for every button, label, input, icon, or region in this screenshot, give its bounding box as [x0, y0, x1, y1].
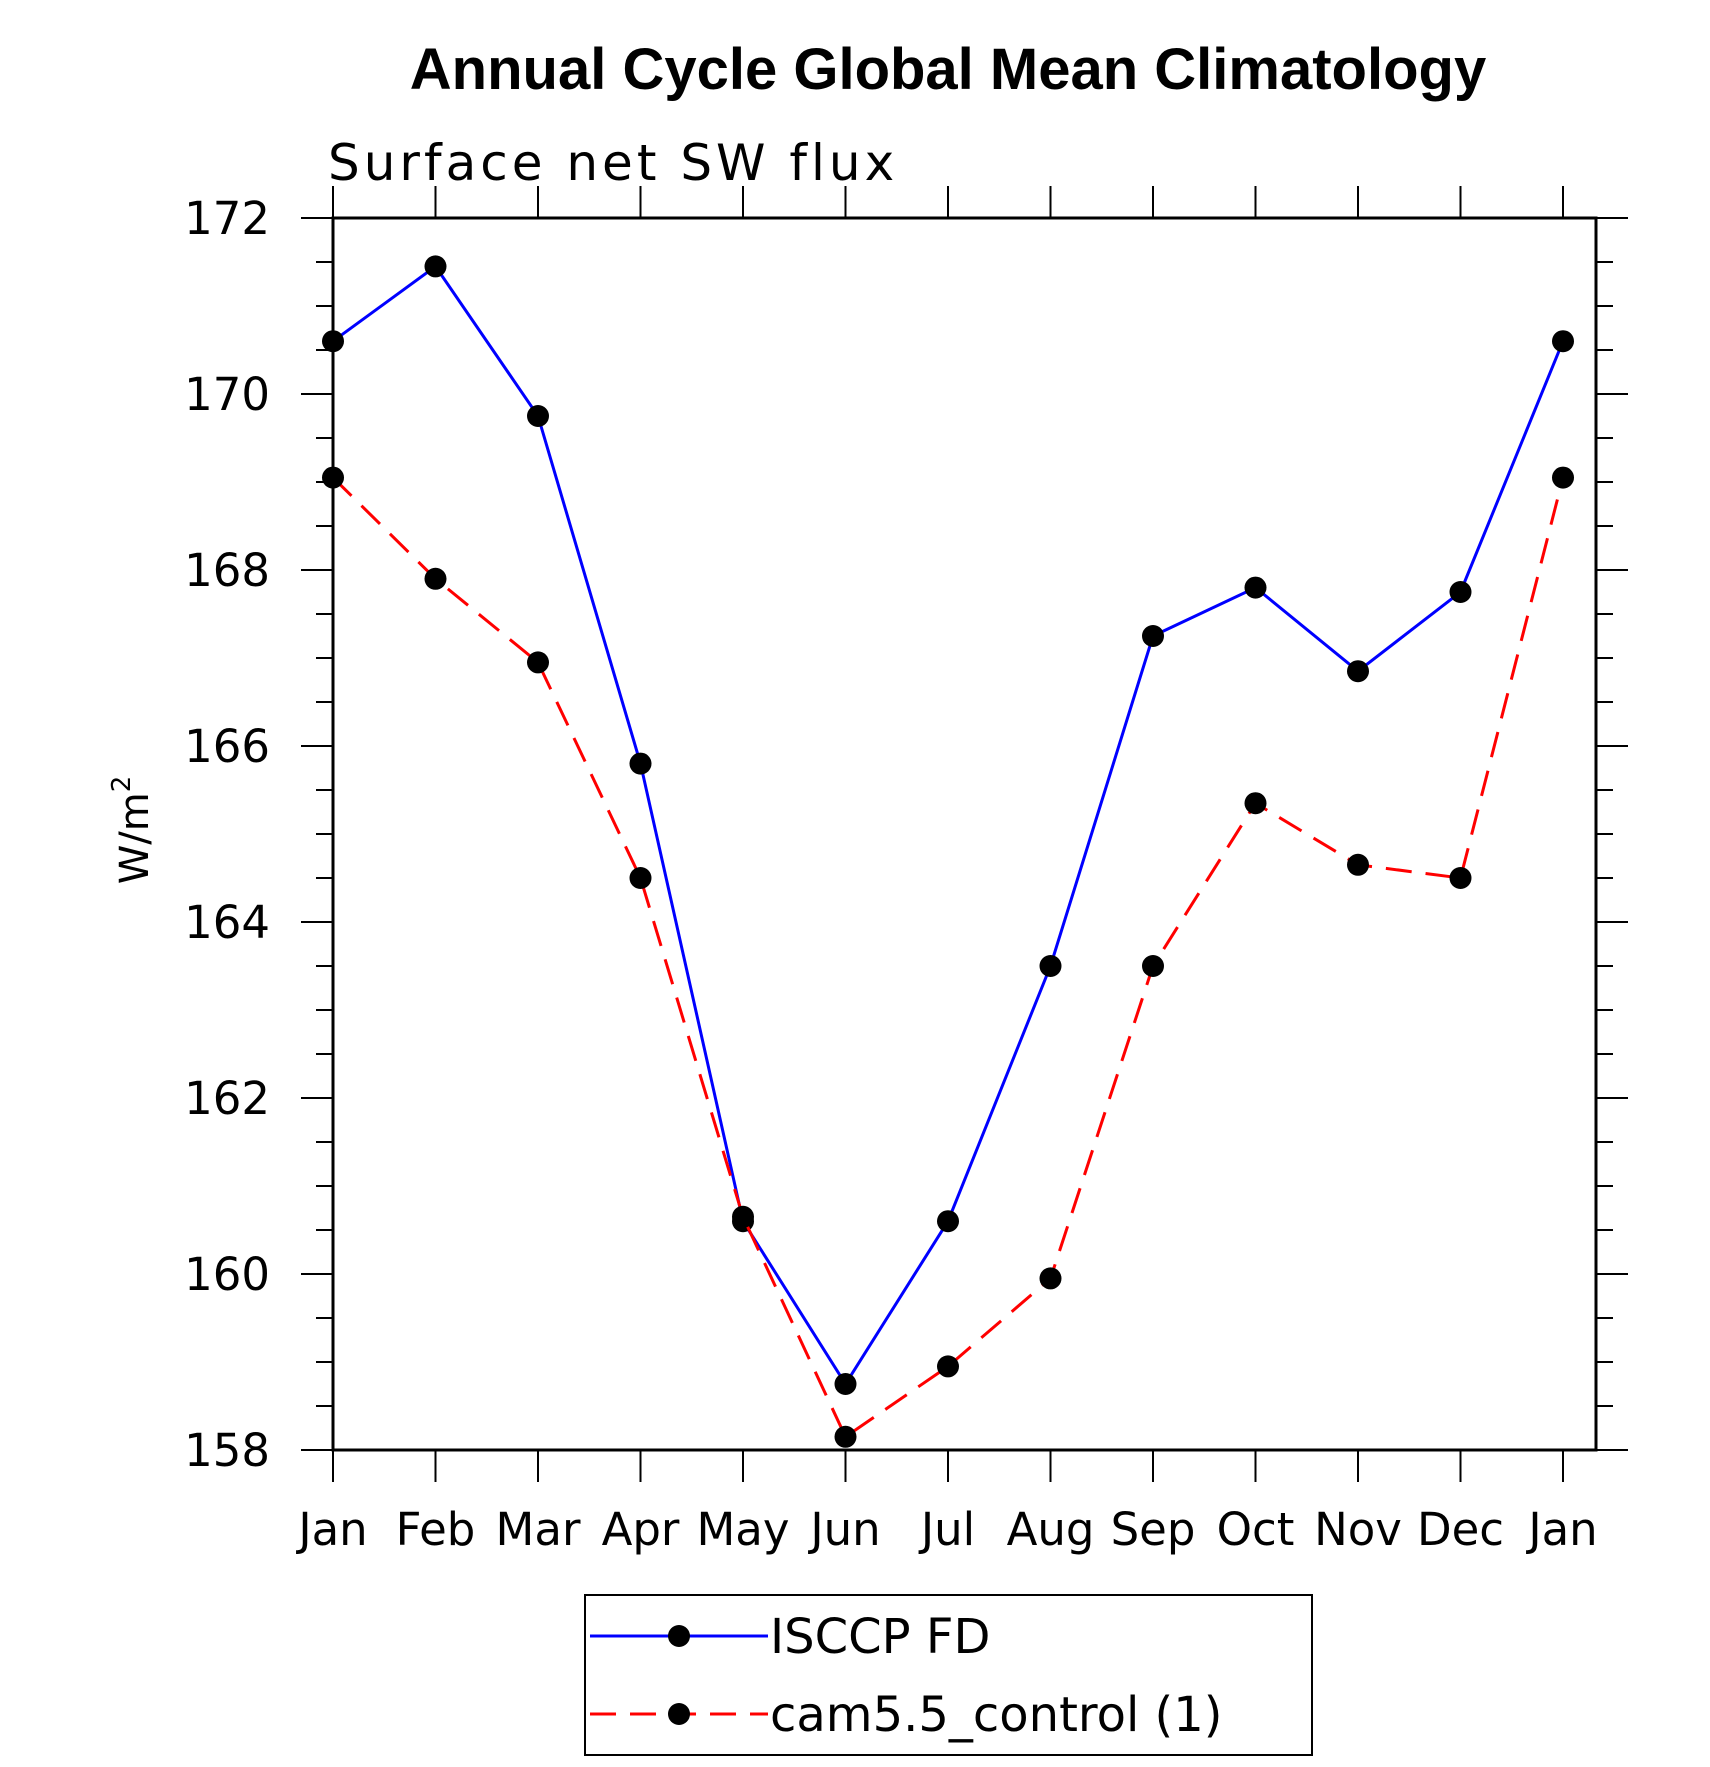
data-point [1449, 867, 1472, 889]
data-point [1552, 330, 1574, 353]
y-tick-label: 164 [184, 896, 270, 949]
chart-subtitle: Surface net SW flux [328, 134, 898, 192]
legend-marker [668, 1703, 690, 1725]
plot-frame [331, 216, 1598, 1452]
data-point [527, 651, 549, 674]
x-tick-label: Jul [918, 1503, 975, 1556]
data-point [424, 567, 447, 590]
data-point [322, 466, 344, 489]
data-point [527, 405, 549, 427]
x-tick-label: Jan [1525, 1503, 1597, 1556]
legend-box [584, 1594, 1313, 1756]
data-point [1142, 955, 1164, 977]
y-axis-label-superscript: 2 [107, 776, 137, 793]
legend-entries: ISCCP FD cam5.5_control (1) [590, 1609, 1223, 1743]
legend-label: ISCCP FD [770, 1609, 990, 1665]
data-point [937, 1210, 959, 1233]
data-point [322, 330, 344, 353]
x-tick-label: Oct [1217, 1503, 1295, 1556]
x-tick-label: May [696, 1503, 789, 1556]
x-tick-label: Aug [1007, 1503, 1095, 1556]
x-tick-label: Feb [396, 1503, 476, 1556]
data-point [629, 752, 652, 775]
y-tick-label: 170 [184, 368, 270, 421]
data-point [1347, 660, 1369, 683]
series-layer [322, 255, 1574, 1448]
plot-area [331, 216, 1598, 1452]
y-tick-label: 160 [184, 1248, 270, 1301]
data-point [732, 1205, 754, 1228]
series-line [331, 476, 1565, 1440]
x-axis: Jan Feb Mar Apr May Jun Jul Aug Sep Oct Nov Dec Jan [295, 186, 1598, 1556]
series-0 [322, 255, 1574, 1395]
data-point [1347, 853, 1369, 876]
y-tick-label: 162 [184, 1072, 270, 1125]
data-point [1449, 581, 1472, 603]
data-point [834, 1425, 857, 1448]
data-point [834, 1373, 857, 1395]
chart-title: Annual Cycle Global Mean Climatology [410, 37, 1486, 102]
series-1 [322, 466, 1574, 1448]
y-tick-label: 168 [184, 544, 270, 597]
data-point [424, 255, 447, 278]
data-point [1142, 625, 1164, 647]
legend-label: cam5.5_control (1) [770, 1687, 1223, 1743]
data-point [1039, 1267, 1062, 1290]
x-tick-label: Mar [496, 1503, 581, 1556]
data-point [1244, 576, 1267, 599]
x-tick-label: Jan [295, 1503, 367, 1556]
legend: ISCCP FD cam5.5_control (1) [584, 1594, 1313, 1756]
x-tick-label: Dec [1417, 1503, 1504, 1556]
data-point [1244, 792, 1267, 815]
y-axis-label: W/m2 [107, 776, 158, 885]
x-tick-label: Apr [602, 1503, 680, 1556]
legend-marker [668, 1625, 690, 1647]
data-point [1039, 955, 1062, 977]
x-tick-label: Nov [1314, 1503, 1402, 1556]
x-tick-label: Jun [807, 1503, 880, 1556]
data-point [629, 867, 652, 889]
y-tick-label: 158 [184, 1424, 270, 1477]
data-point [937, 1355, 959, 1378]
y-axis: 158 160 162 164 166 168 170 172 [184, 192, 1628, 1477]
x-tick-label: Sep [1111, 1503, 1196, 1556]
y-axis-label-base: W/m [112, 792, 158, 884]
data-point [1552, 466, 1574, 489]
y-tick-label: 166 [184, 720, 270, 773]
y-tick-label: 172 [184, 192, 270, 245]
